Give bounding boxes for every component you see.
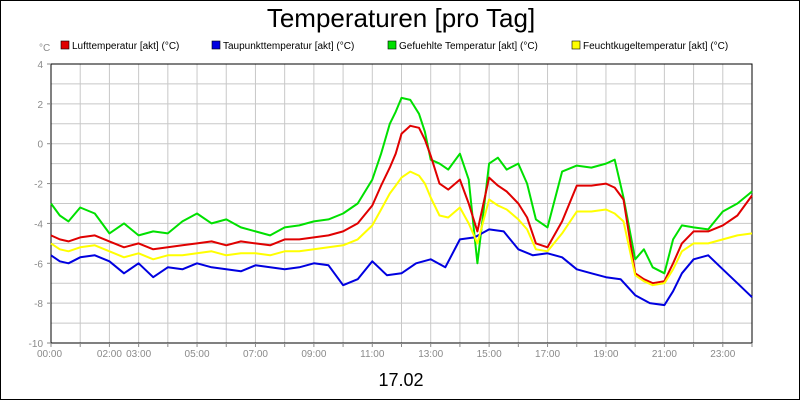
y-axis-ticks: 4 2 0 -2 -4 -6 -8 -10 [29,60,51,350]
legend-swatch-lufttemperatur [60,40,70,50]
series-line-3 [50,170,753,287]
y-tick-label: 4 [37,60,43,71]
legend-label-taupunkttemperatur: Taupunkttemperatur [akt] (°C) [223,41,354,52]
y-tick-label: -6 [34,259,43,270]
x-tick-label: 03:00 [126,349,151,360]
plot-grid [51,64,752,343]
y-tick-label: -8 [34,299,43,310]
series-line-1 [50,228,753,307]
y-tick-label: 2 [37,100,43,111]
y-tick-label: -2 [34,180,43,191]
legend-swatch-gefuehlte-temperatur [387,40,397,50]
legend-swatch-taupunkttemperatur [211,40,221,50]
series-line-2 [50,96,753,275]
x-tick-label: 05:00 [185,349,210,360]
chart-title: Temperaturen [pro Tag] [267,3,535,33]
legend-label-lufttemperatur: Lufttemperatur [akt] (°C) [72,41,179,52]
x-tick-label: 19:00 [593,349,618,360]
legend-label-gefuehlte-temperatur: Gefuehlte Temperatur [akt] (°C) [399,41,538,52]
series-lines [50,96,753,307]
x-tick-label: 02:00 [97,349,122,360]
x-tick-label: 00:00 [37,349,62,360]
legend: Lufttemperatur [akt] (°C) Taupunkttemper… [60,40,728,52]
x-axis-ticks: 00:00 02:00 03:00 05:00 07:00 09:00 11:00 13:00… [37,343,753,360]
x-tick-label: 11:00 [360,349,385,360]
legend-label-feuchtkugeltemperatur: Feuchtkugeltemperatur [akt] (°C) [583,41,728,52]
x-tick-label: 17:00 [535,349,560,360]
date-label: 17.02 [378,370,423,390]
x-tick-label: 15:00 [477,349,502,360]
y-unit-label: °C [39,43,50,54]
x-tick-label: 21:00 [652,349,677,360]
y-tick-label: -4 [34,219,43,230]
legend-swatch-feuchtkugeltemperatur [571,40,581,50]
x-tick-label: 07:00 [243,349,268,360]
x-tick-label: 09:00 [301,349,326,360]
x-tick-label: 23:00 [710,349,735,360]
y-tick-label: 0 [37,140,43,151]
x-tick-label: 13:00 [418,349,443,360]
y-tick-label: -10 [29,339,44,350]
